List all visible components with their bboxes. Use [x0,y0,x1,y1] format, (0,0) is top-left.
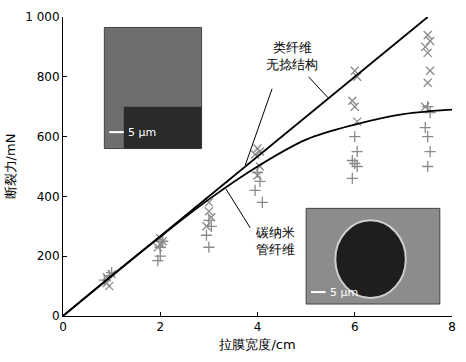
svg-text:4: 4 [254,320,262,334]
svg-text:800: 800 [37,70,60,84]
svg-text:400: 400 [37,190,60,204]
svg-text:0: 0 [59,320,67,334]
svg-text:拉膜宽度/cm: 拉膜宽度/cm [219,337,295,352]
svg-text:5 μm: 5 μm [128,126,156,139]
svg-text:1 000: 1 000 [25,10,59,24]
svg-text:0: 0 [52,309,60,323]
svg-text:碳纳米管纤维: 碳纳米管纤维 [255,225,295,257]
svg-text:200: 200 [37,249,60,263]
svg-text:6: 6 [351,320,359,334]
svg-text:600: 600 [37,130,60,144]
svg-text:类纤维无捻结构: 类纤维无捻结构 [266,40,318,72]
svg-text:断裂力/mN: 断裂力/mN [3,134,18,200]
svg-text:5 μm: 5 μm [330,286,358,299]
svg-text:2: 2 [156,320,164,334]
svg-text:8: 8 [448,320,456,334]
